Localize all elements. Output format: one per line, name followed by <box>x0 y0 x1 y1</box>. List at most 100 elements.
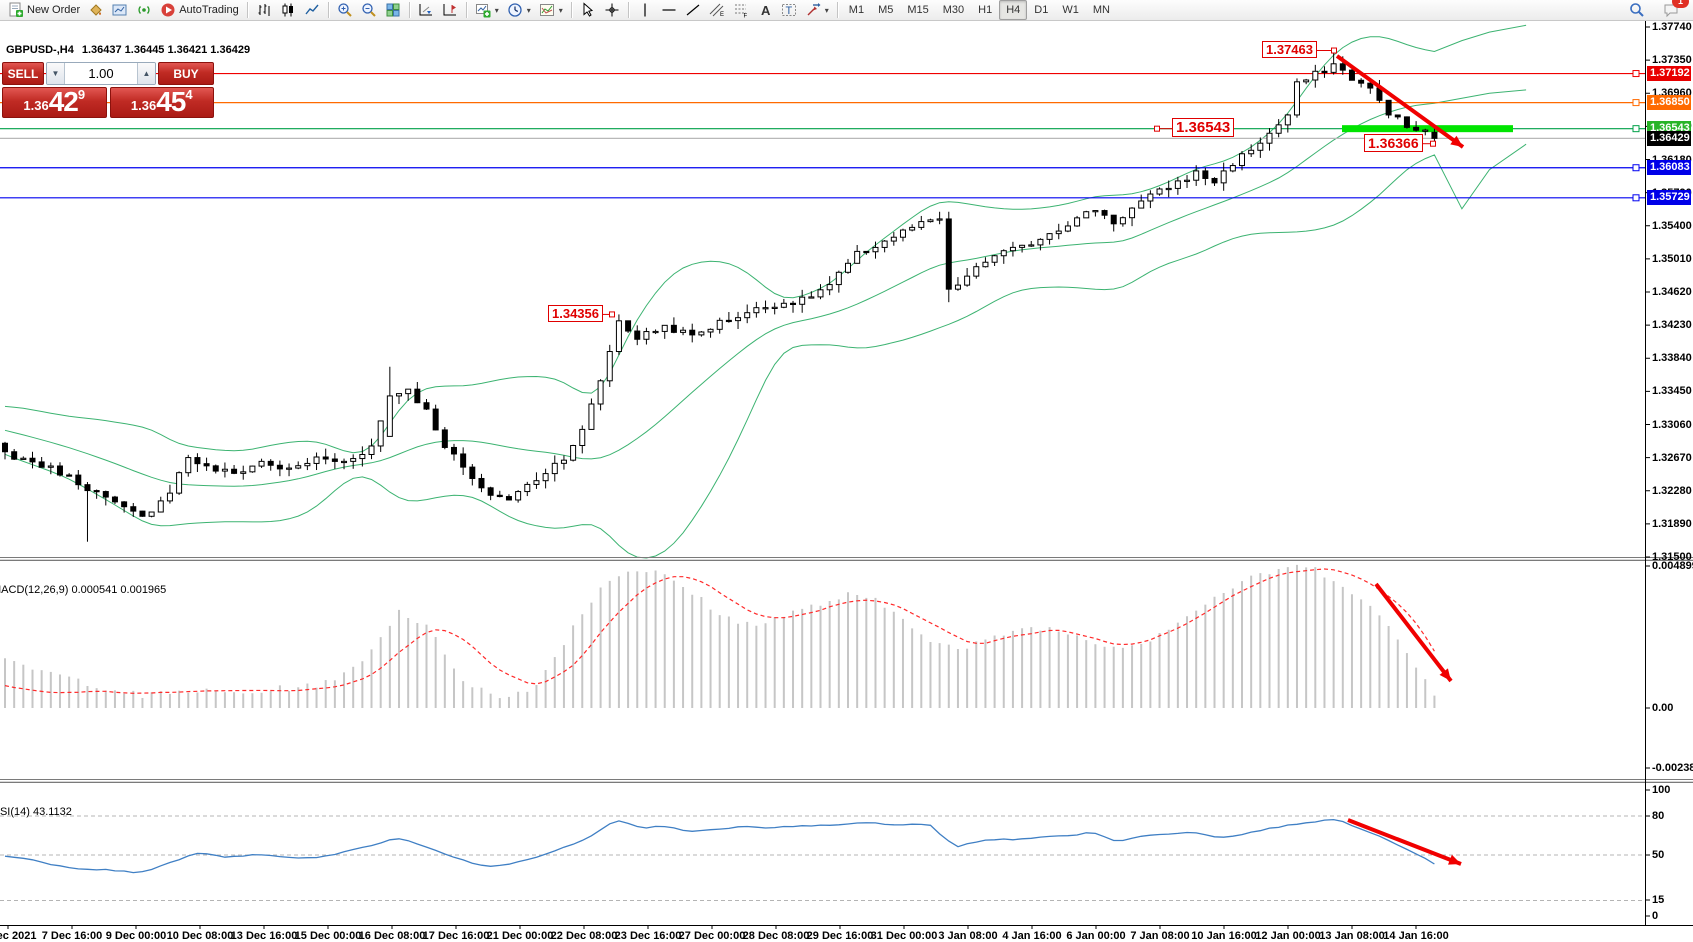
horizontal-line-icon <box>662 9 676 11</box>
toolbar-separator <box>327 2 329 18</box>
time-axis-label: 10 Dec 08:00 <box>166 930 234 942</box>
timeframe-button-m1[interactable]: M1 <box>848 4 865 16</box>
toolbar-separator <box>836 2 838 18</box>
styler-button[interactable] <box>84 0 108 21</box>
new-order-icon <box>9 2 23 17</box>
line-chart-button[interactable] <box>300 0 324 21</box>
volume-input[interactable] <box>65 63 137 84</box>
bar-chart-button[interactable] <box>252 0 276 21</box>
new-order-button-label: New Order <box>27 4 81 16</box>
timeframe-button-m30[interactable]: M30 <box>942 4 965 16</box>
periods-button[interactable]: ▾ <box>503 0 535 21</box>
resistance-line-orange-tag: 1.36850 <box>1647 95 1691 111</box>
new-order-button[interactable]: New Order <box>4 0 84 21</box>
buy-price-prefix: 1.36 <box>130 98 157 113</box>
timeframe-button-w1[interactable]: W1 <box>1062 4 1079 16</box>
price-tick: 1.33840 <box>1652 352 1692 365</box>
time-axis-label: 27 Dec 00:00 <box>678 930 746 942</box>
sell-button[interactable]: SELL <box>2 62 44 85</box>
cursor-button[interactable] <box>576 0 600 21</box>
price-tick: 1.37350 <box>1652 54 1692 67</box>
sell-price-prefix: 1.36 <box>23 98 49 113</box>
timeframe-button-h4[interactable]: H4 <box>999 0 1028 20</box>
bar-chart-icon <box>258 4 270 16</box>
time-axis-label: 12 Jan 00:00 <box>1255 930 1321 942</box>
price-callout-1.36543[interactable]: 1.36543 <box>1172 118 1235 138</box>
price-callout-1.34356[interactable]: 1.34356 <box>548 304 603 322</box>
arrows-button[interactable]: ▾ <box>801 0 833 21</box>
time-axis-label: 17 Dec 16:00 <box>422 930 490 942</box>
crosshair-button[interactable] <box>600 0 624 21</box>
signals-button[interactable] <box>132 0 156 21</box>
text-icon: A <box>761 3 771 18</box>
timeframe-button-d1[interactable]: D1 <box>1034 4 1049 16</box>
search-button[interactable] <box>1625 0 1649 21</box>
auto-scroll-icon <box>419 4 432 16</box>
cursor-icon <box>583 2 593 17</box>
new-chart-button[interactable]: ▾ <box>471 0 503 21</box>
time-axis-label: 21 Dec 00:00 <box>486 930 554 942</box>
new-chart-icon <box>475 4 491 18</box>
autotrading-button[interactable]: AutoTrading <box>156 0 243 21</box>
timeframe-button-mn[interactable]: MN <box>1092 4 1110 16</box>
time-axis-label: 10 Jan 16:00 <box>1191 930 1257 942</box>
chevron-down-icon: ▾ <box>824 5 829 15</box>
buy-price-display[interactable]: 1.36 45 4 <box>109 87 214 118</box>
svg-text:E: E <box>720 12 724 18</box>
price-tick: 1.35010 <box>1652 252 1692 265</box>
price-tick: 1.32280 <box>1652 484 1692 497</box>
price-tick: 1.34230 <box>1652 319 1692 332</box>
vertical-line-button[interactable] <box>633 0 657 21</box>
sell-price-display[interactable]: 1.36 42 9 <box>2 87 107 118</box>
sell-price-big: 42 <box>48 86 79 117</box>
auto-scroll-button[interactable] <box>414 0 438 21</box>
price-tick: 1.35400 <box>1652 219 1692 232</box>
autotrading-icon <box>161 3 175 17</box>
time-axis-label: 14 Jan 16:00 <box>1383 930 1449 942</box>
price-tick: 1.31890 <box>1652 517 1692 530</box>
macd-scale-zero: 0.00 <box>1652 702 1674 714</box>
fibonacci-button[interactable]: F <box>729 0 753 21</box>
notifications-button[interactable]: 1 <box>1659 0 1689 21</box>
timeframe-button-m5[interactable]: M5 <box>878 4 894 16</box>
timeframe-button-m15[interactable]: M15 <box>907 4 929 16</box>
support-line-blue-2-tag: 1.35729 <box>1647 190 1691 206</box>
time-axis-label: 6 Jan 00:00 <box>1066 930 1126 942</box>
time-axis-label: 13 Dec 16:00 <box>230 930 298 942</box>
candlestick-button[interactable] <box>276 0 300 21</box>
search-icon <box>1630 3 1644 17</box>
price-callout-1.37463[interactable]: 1.37463 <box>1262 41 1317 59</box>
trendline-button[interactable] <box>681 0 705 21</box>
time-axis-label: 15 Dec 00:00 <box>294 930 362 942</box>
buy-price-sup: 4 <box>185 87 193 102</box>
volume-decrease-button[interactable]: ▼ <box>47 63 65 84</box>
macd-scale-min: -0.002382 <box>1652 762 1693 774</box>
zoom-out-button[interactable] <box>357 0 381 21</box>
templates-button[interactable]: ▾ <box>535 0 567 21</box>
macd-scale-max: 0.004899 <box>1652 560 1693 572</box>
text-button[interactable]: A <box>753 0 777 21</box>
text-label-button[interactable]: T <box>777 0 801 21</box>
price-callout-1.36366[interactable]: 1.36366 <box>1364 133 1423 152</box>
chart-shift-button[interactable] <box>438 0 462 21</box>
crosshair-icon <box>605 3 619 17</box>
channel-button[interactable]: E <box>705 0 729 21</box>
price-tick: 1.33450 <box>1652 385 1692 398</box>
tile-windows-button[interactable] <box>381 0 405 21</box>
zoom-in-button[interactable] <box>333 0 357 21</box>
toolbar-separator <box>408 2 410 18</box>
time-axis-label: 29 Dec 16:00 <box>806 930 874 942</box>
chart-window[interactable]: GBPUSD-,H4 1.36437 1.36445 1.36421 1.3642… <box>0 21 1693 942</box>
profiles-button[interactable] <box>108 0 132 21</box>
timeframe-button-h1[interactable]: H1 <box>978 4 993 16</box>
horizontal-line-button[interactable] <box>657 0 681 21</box>
zoom-in-icon <box>338 3 352 17</box>
toolbar-separator <box>627 2 629 18</box>
time-axis-label: 7 Jan 08:00 <box>1130 930 1190 942</box>
candlestick-icon <box>282 3 293 17</box>
line-chart-icon <box>305 4 319 15</box>
rsi-scale-tick: 15 <box>1652 894 1665 906</box>
volume-increase-button[interactable]: ▲ <box>137 63 155 84</box>
buy-button[interactable]: BUY <box>158 62 214 85</box>
time-axis-label: 3 Jan 08:00 <box>938 930 998 942</box>
